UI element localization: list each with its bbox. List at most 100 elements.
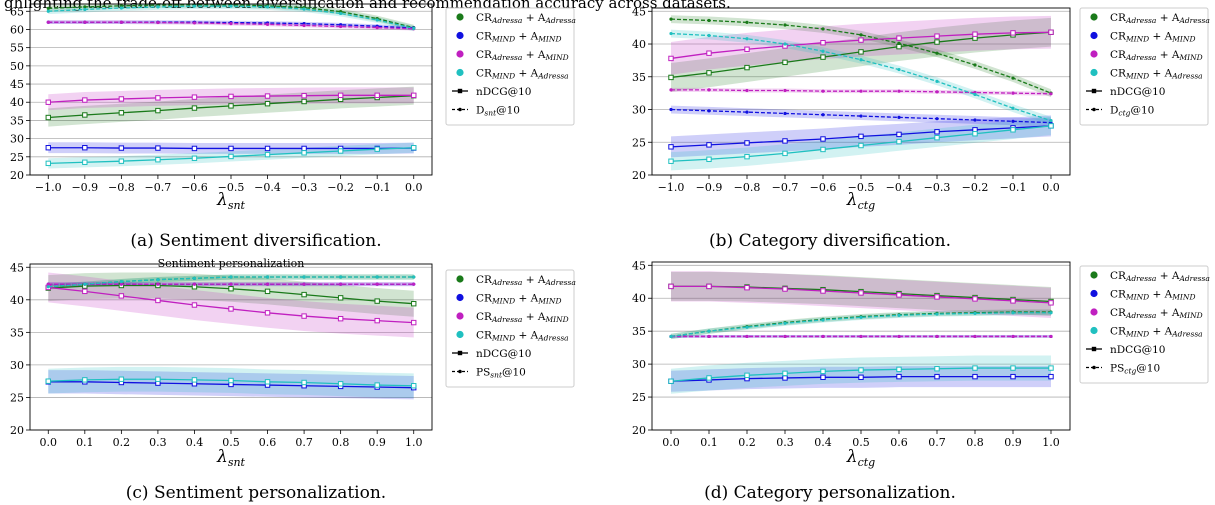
series-point [934,33,940,39]
legend-marker [456,50,464,58]
x-tick-label: 0.6 [259,436,277,449]
legend-label-mid: + A [515,68,538,80]
legend-label-base: CR [476,49,493,61]
series-point [669,107,673,112]
legend-label: Dsnt@10 [476,105,520,118]
legend-marker [1090,271,1098,279]
legend-label-mid: + A [515,330,538,342]
series-point [934,366,940,372]
x-tick-label: −0.4 [886,181,913,194]
x-axis-label-base: λ [846,447,858,467]
series-point [1011,119,1015,123]
series-point [935,117,939,121]
series-point [82,145,88,151]
legend-label: CRMIND + AMIND [1110,289,1195,302]
x-axis-label-base: λ [216,190,228,210]
series-point [46,6,50,10]
x-tick-label: 0.0 [1042,181,1060,194]
legend-square [1091,346,1097,352]
series-line [670,312,1051,338]
x-tick-label: −0.1 [1000,181,1027,194]
y-tick-label: 40 [632,292,646,305]
series-point [375,26,379,30]
legend-label-sub: MIND [1125,35,1149,44]
figure-caption: (d) Category personalization. [704,483,956,503]
series-point [228,286,234,292]
legend-label-mid: + A [515,31,538,43]
series-point [82,159,88,165]
x-axis-label-sub: snt [228,199,246,212]
x-axis-label-sub: ctg [858,456,876,469]
series-point [782,59,788,66]
series-point [1011,76,1015,80]
series-point [412,26,416,30]
x-tick-label: 0.5 [852,436,870,449]
legend-label-sub: MIND [1171,35,1195,44]
series-point [935,51,939,55]
legend-label-mid: + A [522,311,545,323]
series-point [302,7,306,11]
confidence-band [48,272,414,317]
x-axis-label-sub: ctg [858,199,876,212]
x-tick-label: 0.1 [700,436,718,449]
legend-label-sub: MIND [491,35,515,44]
series-point [935,334,939,339]
series-point [411,383,417,389]
legend-label-sub: Adressa [537,334,568,343]
x-tick-label: −0.2 [962,181,989,194]
legend-label-sub: MIND [1171,293,1195,302]
series-point [859,334,863,339]
series-point [46,20,50,24]
series-point [339,282,343,286]
x-tick-label: −0.9 [696,181,723,194]
y-tick-label: 60 [10,23,24,36]
series-point [374,382,380,388]
figure-caption: (b) Category diversification. [709,231,951,251]
series-point [337,381,344,387]
series-point [858,374,864,380]
series-point [707,329,711,333]
x-tick-label: −0.8 [734,181,761,194]
x-axis-label: λctg [846,447,875,469]
series-point [820,136,826,142]
y-tick-label: 40 [10,294,24,307]
legend-label-base: nDCG@10 [1110,86,1165,98]
series-point [973,118,977,122]
confidence-band [48,4,414,32]
series-point [821,49,825,53]
x-tick-label: −0.9 [71,181,98,194]
series-point [301,313,307,319]
series-point [1010,373,1016,380]
series-point [228,377,234,384]
y-tick-label: 25 [10,151,24,164]
legend-label-base: PS [476,367,490,379]
series-point [744,64,750,71]
x-tick-label: 0.6 [890,436,908,449]
series-point [1048,123,1054,129]
series-point [192,4,197,8]
series-point [782,150,788,157]
y-tick-label: 25 [632,391,646,404]
legend-label-mid: + A [1149,31,1172,43]
series-point [1011,334,1015,339]
legend-label: CRAdressa + AAdressa [1110,270,1210,283]
series-point [669,17,673,21]
legend-dot [1092,365,1096,370]
series-point [896,131,902,138]
legend-label: nDCG@10 [476,86,531,98]
series-point [302,282,306,286]
legend-label-sub: Adressa [1125,274,1156,283]
series-point [46,9,50,13]
y-tick-label: 35 [632,71,646,84]
series-point [896,292,902,298]
legend-label: nDCG@10 [1110,344,1165,356]
legend-frame [1079,265,1209,384]
series-point [745,37,749,41]
series-point [155,297,161,304]
legend-label-sub: Adressa [1171,330,1202,339]
x-tick-label: 0.4 [814,436,832,449]
legend-label-sub: Adressa [491,16,522,25]
series-point [119,20,123,24]
x-axis-label-sub: snt [228,456,246,469]
legend-label: CRAdressa + AAdressa [1110,12,1210,25]
